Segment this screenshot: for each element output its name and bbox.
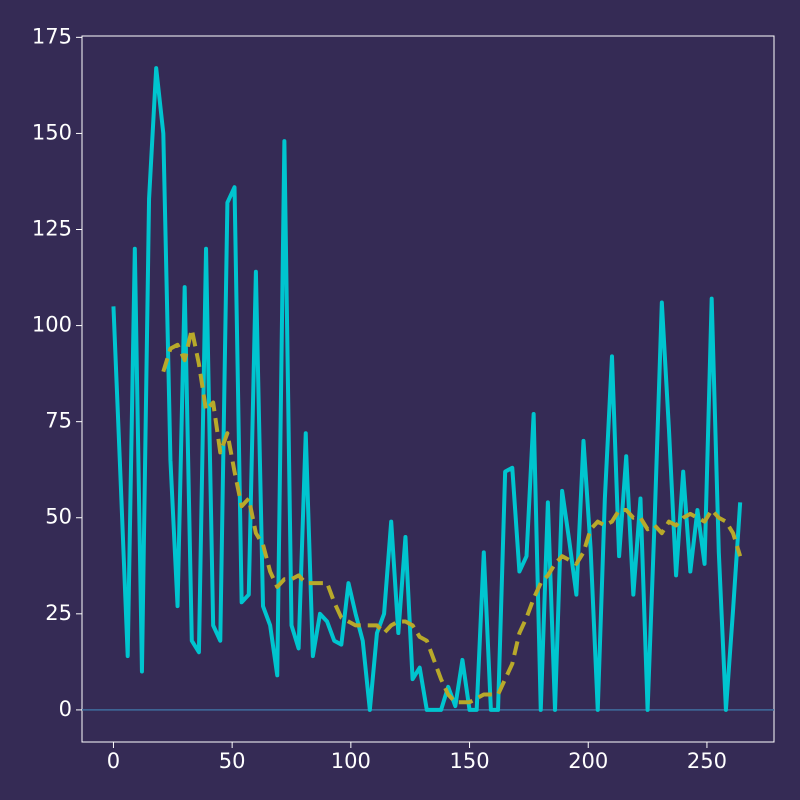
x-tick-label: 50 <box>219 749 246 773</box>
x-tick-label: 100 <box>331 749 371 773</box>
y-tick-label: 125 <box>32 217 72 241</box>
y-tick-label: 150 <box>32 120 72 144</box>
plot-frame <box>81 35 775 743</box>
y-tick-label: 50 <box>45 505 72 529</box>
x-tick-label: 0 <box>107 749 120 773</box>
x-tick-label: 150 <box>449 749 489 773</box>
x-tick-label: 250 <box>687 749 727 773</box>
y-tick-label: 75 <box>45 409 72 433</box>
data-line <box>161 327 743 705</box>
x-tick-label: 200 <box>568 749 608 773</box>
y-tick-label: 100 <box>32 313 72 337</box>
y-tick-label: 25 <box>45 601 72 625</box>
y-tick-label: 175 <box>32 24 72 48</box>
data-line <box>111 66 743 712</box>
y-tick-label: 0 <box>59 697 72 721</box>
